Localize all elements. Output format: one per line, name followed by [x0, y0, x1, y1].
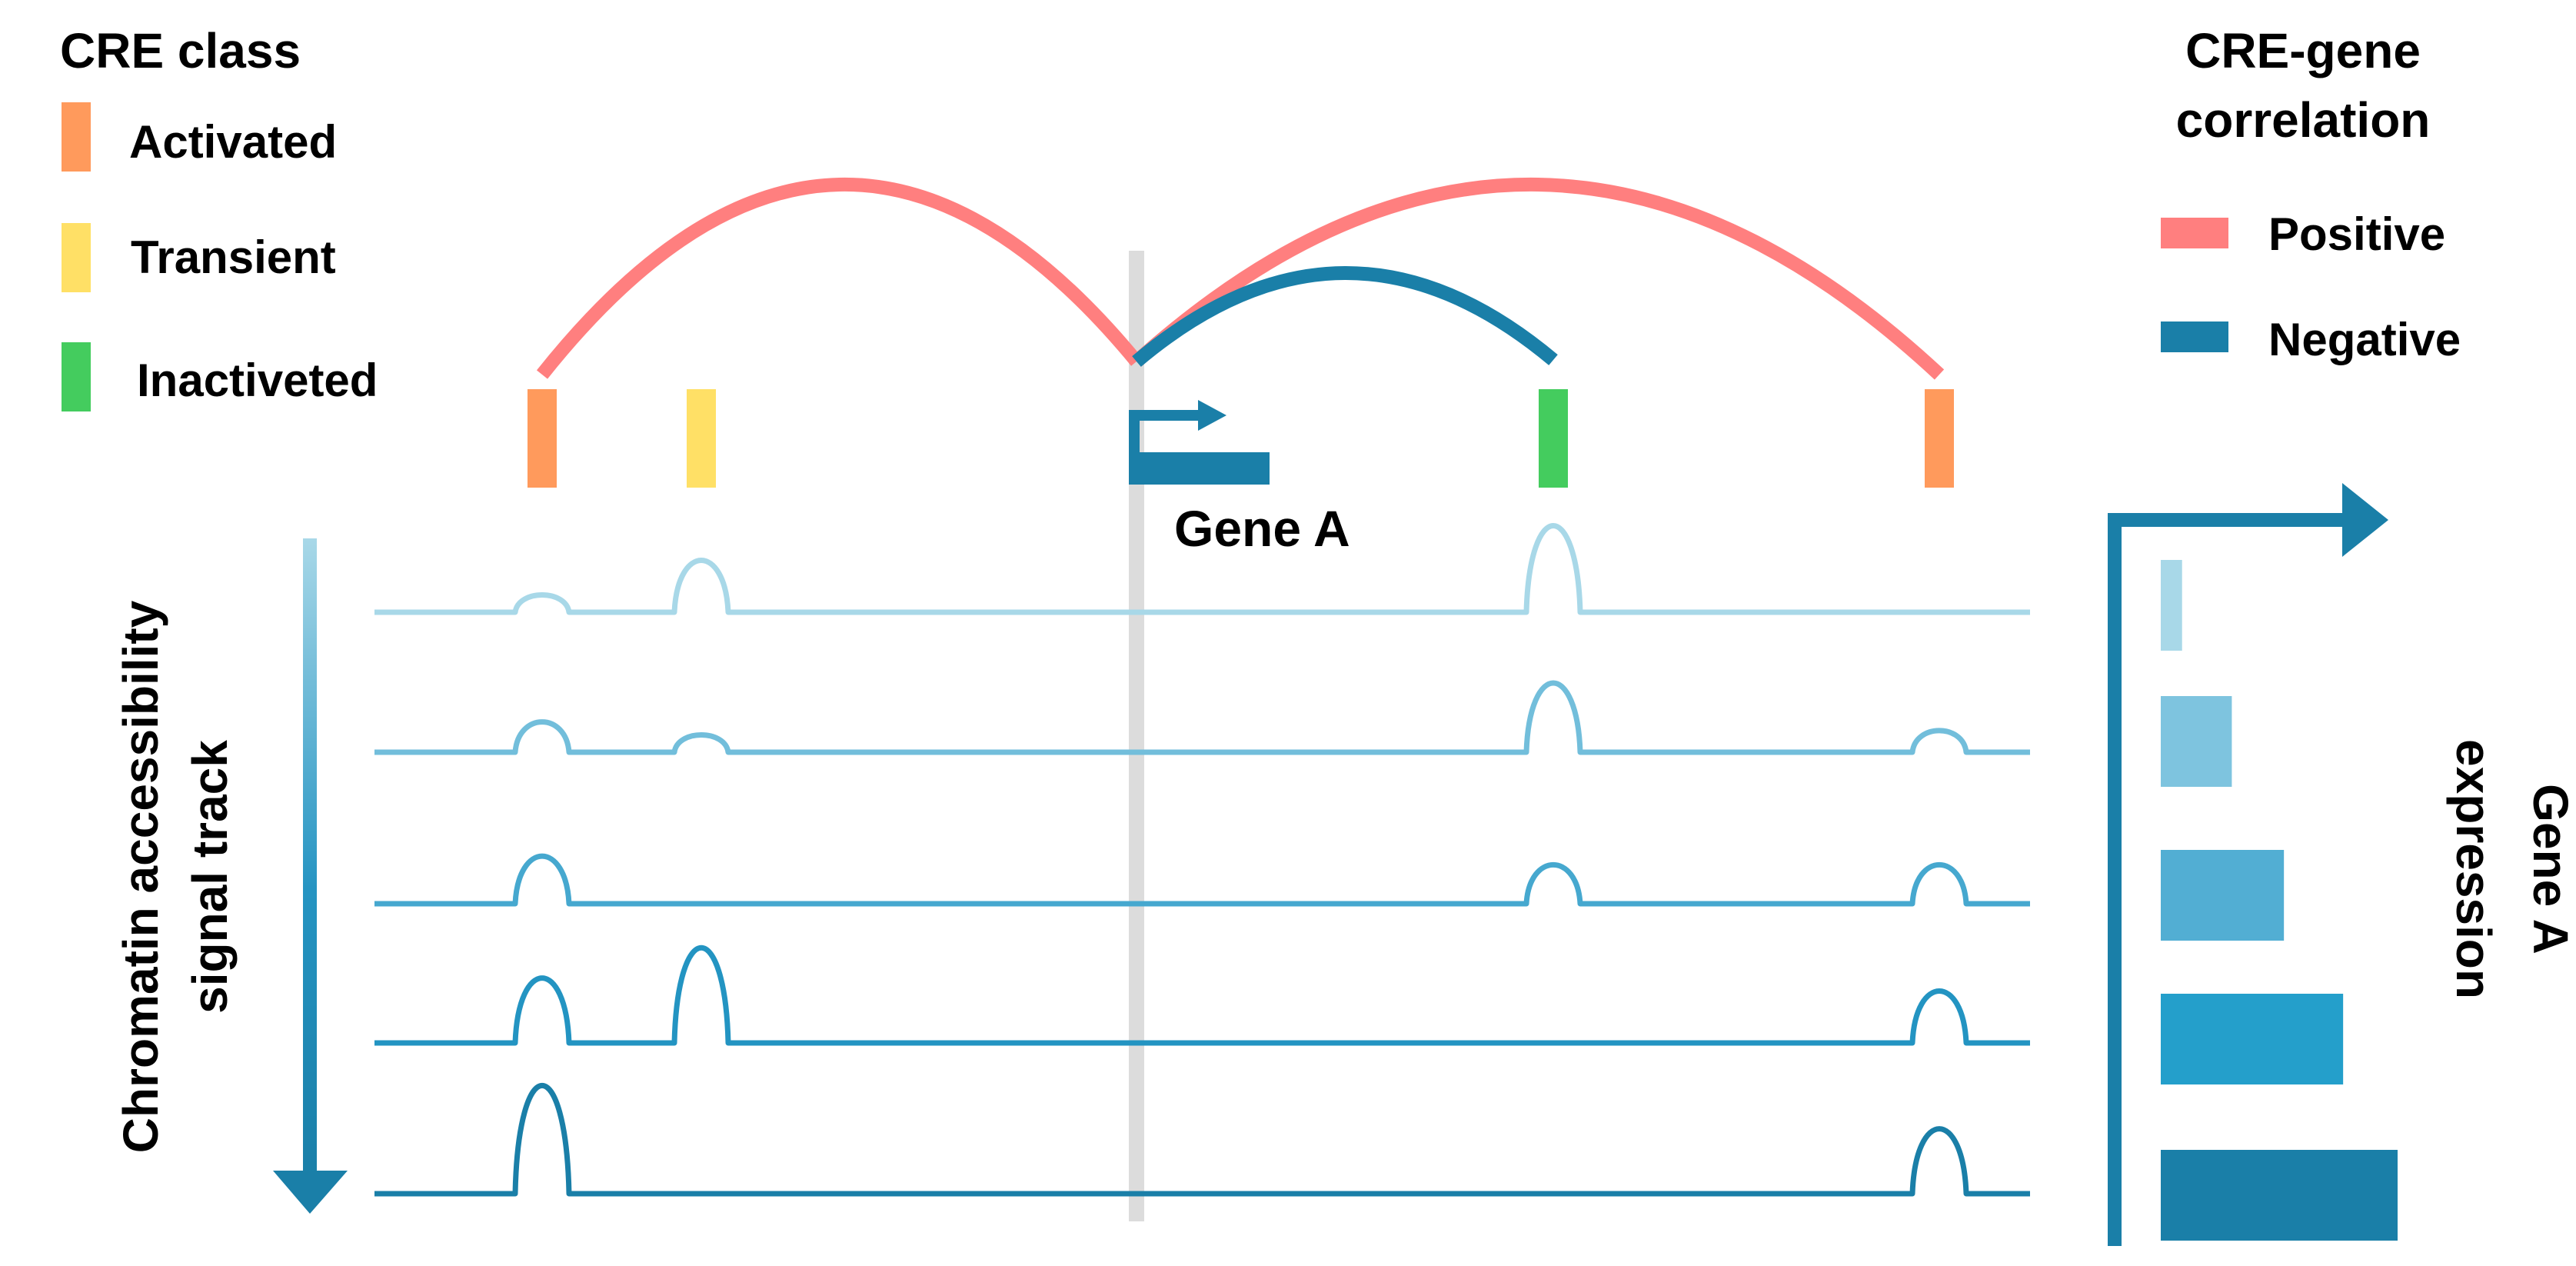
gene-body [1129, 452, 1270, 485]
signal-track-5 [374, 1083, 2030, 1197]
cre-markers [528, 389, 1954, 488]
expression-bar-1 [2161, 560, 2182, 651]
negative-label: Negative [2268, 314, 2461, 365]
expression-bar-5 [2161, 1150, 2398, 1241]
correlation-title-line2: correlation [2176, 92, 2431, 148]
negative-swatch [2161, 321, 2228, 352]
tss-line [1129, 251, 1144, 1221]
activated-label: Activated [129, 116, 337, 168]
positive-swatch [2161, 218, 2228, 248]
positive-label: Positive [2268, 208, 2445, 260]
tss-arrowhead-icon [1198, 400, 1226, 431]
positive-link-arc [1131, 178, 1945, 380]
accessibility-axis-label-line2: signal track [182, 740, 238, 1014]
activated-swatch [62, 102, 91, 172]
negative-link-arc [1132, 266, 1558, 367]
signal-track-4 [374, 945, 2030, 1046]
accessibility-axis: Chromatin accessibility signal track [113, 538, 348, 1214]
cre-marker-inactivated [1539, 389, 1568, 488]
expression-axis-line [2108, 513, 2353, 1246]
expression-bar-3 [2161, 850, 2285, 941]
cre-class-legend: CRE class Activated Transient Inactivete… [60, 23, 378, 411]
gene-a: Gene A [1129, 400, 1350, 557]
signal-tracks [374, 523, 2030, 1197]
accessibility-axis-arrowhead-icon [273, 1171, 348, 1214]
accessibility-axis-shaft [303, 538, 317, 1177]
expression-axis-label-line1: Gene A [2523, 784, 2576, 954]
expression-bar-2 [2161, 696, 2232, 787]
transient-label: Transient [131, 232, 336, 283]
accessibility-axis-label-line1: Chromatin accessibility [113, 600, 168, 1153]
cre-marker-activated [528, 389, 557, 488]
signal-track-3 [374, 853, 2030, 907]
inactivated-label: Inactiveted [137, 355, 378, 406]
cre-gene-links [536, 177, 1945, 380]
expression-axis: Gene A expression [2108, 483, 2576, 1246]
expression-bars [2161, 560, 2398, 1241]
transient-swatch [62, 223, 91, 292]
cre-class-title: CRE class [60, 23, 301, 78]
signal-track-1 [374, 523, 2030, 615]
gene-label: Gene A [1174, 500, 1350, 557]
positive-link-arc [536, 177, 1142, 379]
expression-bar-4 [2161, 994, 2344, 1084]
correlation-title-line1: CRE-gene [2185, 23, 2421, 78]
cre-marker-activated [1925, 389, 1954, 488]
correlation-legend: CRE-gene correlation Positive Negative [2161, 23, 2461, 365]
expression-axis-arrowhead-icon [2342, 483, 2388, 557]
cre-marker-transient [687, 389, 716, 488]
signal-track-2 [374, 680, 2030, 755]
inactivated-swatch [62, 342, 91, 411]
expression-axis-label-line2: expression [2446, 739, 2501, 999]
